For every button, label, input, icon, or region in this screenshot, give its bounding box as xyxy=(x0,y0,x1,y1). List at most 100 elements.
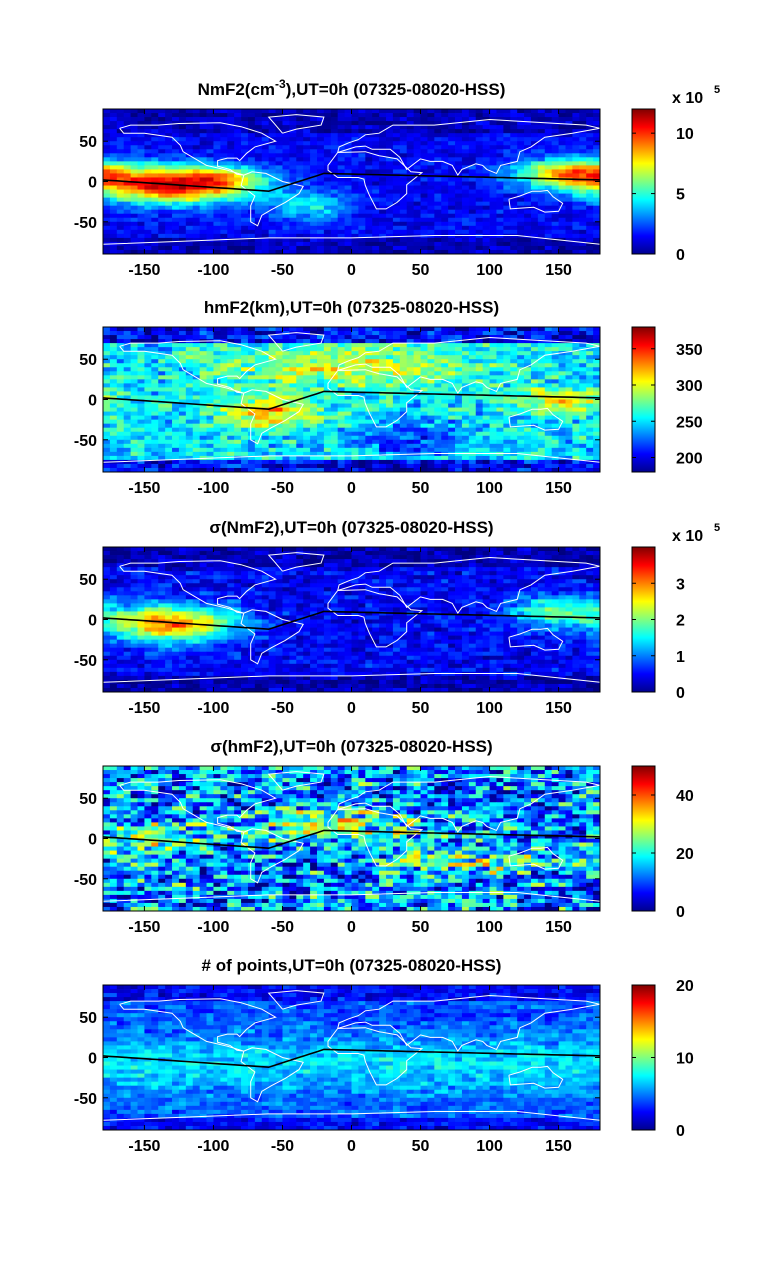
heatmap-cell xyxy=(572,327,580,332)
heatmap-cell xyxy=(413,157,421,162)
heatmap-cell xyxy=(379,209,387,215)
heatmap-cell xyxy=(524,121,532,126)
heatmap-cell xyxy=(475,335,484,340)
heatmap-cell xyxy=(275,121,283,126)
heatmap-cell xyxy=(386,447,394,453)
heatmap-cell xyxy=(537,121,546,126)
heatmap-cell xyxy=(503,113,511,118)
heatmap-cell xyxy=(247,249,256,255)
heatmap-cell xyxy=(489,447,497,453)
heatmap-cell xyxy=(351,153,359,158)
heatmap-cell xyxy=(468,149,477,154)
heatmap-cell xyxy=(254,173,263,178)
heatmap-cell xyxy=(448,213,456,219)
heatmap-cell xyxy=(448,125,456,130)
heatmap-cell xyxy=(399,383,408,388)
heatmap-cell xyxy=(268,201,276,207)
heatmap-cell xyxy=(316,221,325,227)
heatmap-cell xyxy=(116,395,125,400)
heatmap-cell xyxy=(455,205,463,211)
heatmap-cell xyxy=(282,137,290,142)
heatmap-cell xyxy=(579,415,587,421)
heatmap-cell xyxy=(310,125,318,130)
heatmap-cell xyxy=(151,153,159,158)
heatmap-cell xyxy=(379,157,387,162)
heatmap-cell xyxy=(275,387,283,392)
heatmap-cell xyxy=(310,233,318,239)
heatmap-cell xyxy=(206,153,214,158)
heatmap-cell xyxy=(392,177,401,182)
heatmap-cell xyxy=(427,447,435,453)
heatmap-cell xyxy=(227,427,235,433)
heatmap-cell xyxy=(461,193,470,199)
heatmap-cell xyxy=(303,249,311,255)
heatmap-cell xyxy=(441,379,449,384)
heatmap-cell xyxy=(413,113,421,118)
heatmap-cell xyxy=(103,125,111,130)
heatmap-cell xyxy=(172,149,180,154)
heatmap-cell xyxy=(241,339,249,344)
heatmap-cell xyxy=(241,451,249,457)
heatmap-cell xyxy=(268,117,276,122)
heatmap-cell xyxy=(123,113,132,118)
heatmap-cell xyxy=(482,157,490,162)
heatmap-cell xyxy=(227,213,235,219)
heatmap-cell xyxy=(116,387,125,392)
heatmap-cell xyxy=(524,145,532,150)
heatmap-cell xyxy=(379,407,387,412)
heatmap-cell xyxy=(392,113,401,118)
heatmap-cell xyxy=(586,443,594,449)
heatmap-cell xyxy=(482,129,490,134)
heatmap-cell xyxy=(358,347,366,352)
heatmap-cell xyxy=(296,221,304,227)
heatmap-cell xyxy=(503,423,511,429)
heatmap-cell xyxy=(461,117,470,122)
heatmap-cell xyxy=(427,141,435,146)
heatmap-cell xyxy=(116,225,125,231)
heatmap-cell xyxy=(406,165,415,170)
heatmap-cell xyxy=(234,217,242,223)
heatmap-cell xyxy=(109,419,118,425)
heatmap-cell xyxy=(558,427,566,433)
chart-title: NmF2(cm-3),UT=0h (07325-08020-HSS) xyxy=(198,77,506,99)
heatmap-cell xyxy=(496,197,504,203)
heatmap-cell xyxy=(579,399,587,404)
heatmap-cell xyxy=(455,447,463,453)
heatmap-cell xyxy=(178,331,187,336)
heatmap-cell xyxy=(434,129,442,134)
heatmap-cell xyxy=(503,237,511,243)
heatmap-cell xyxy=(551,169,559,174)
heatmap-cell xyxy=(123,213,132,219)
heatmap-cell xyxy=(448,451,456,457)
heatmap-cell xyxy=(247,375,256,380)
heatmap-cell xyxy=(137,125,145,130)
heatmap-cell xyxy=(282,367,290,372)
heatmap-cell xyxy=(144,455,152,461)
heatmap-cell xyxy=(206,359,214,364)
heatmap-cell xyxy=(455,367,463,372)
heatmap-cell xyxy=(289,435,297,441)
heatmap-cell xyxy=(386,331,394,336)
heatmap-cell xyxy=(503,435,511,441)
heatmap-cell xyxy=(365,241,373,247)
heatmap-cell xyxy=(241,427,249,433)
heatmap-cell xyxy=(558,363,566,368)
heatmap-cell xyxy=(178,387,187,392)
heatmap-cell xyxy=(565,185,573,190)
heatmap-cell xyxy=(530,121,539,126)
heatmap-cell xyxy=(434,343,442,348)
heatmap-cell xyxy=(461,197,470,203)
heatmap-cell xyxy=(151,165,159,170)
heatmap-cell xyxy=(455,161,463,166)
heatmap-cell xyxy=(496,447,504,453)
heatmap-cell xyxy=(144,161,152,166)
heatmap-cell xyxy=(530,149,539,154)
heatmap-cell xyxy=(337,241,345,247)
heatmap-cell xyxy=(392,125,401,130)
heatmap-cell xyxy=(510,233,518,239)
heatmap-cell xyxy=(220,201,228,207)
heatmap-cell xyxy=(234,451,242,457)
heatmap-cell xyxy=(192,141,201,146)
heatmap-cell xyxy=(558,145,566,150)
heatmap-cell xyxy=(489,427,497,433)
